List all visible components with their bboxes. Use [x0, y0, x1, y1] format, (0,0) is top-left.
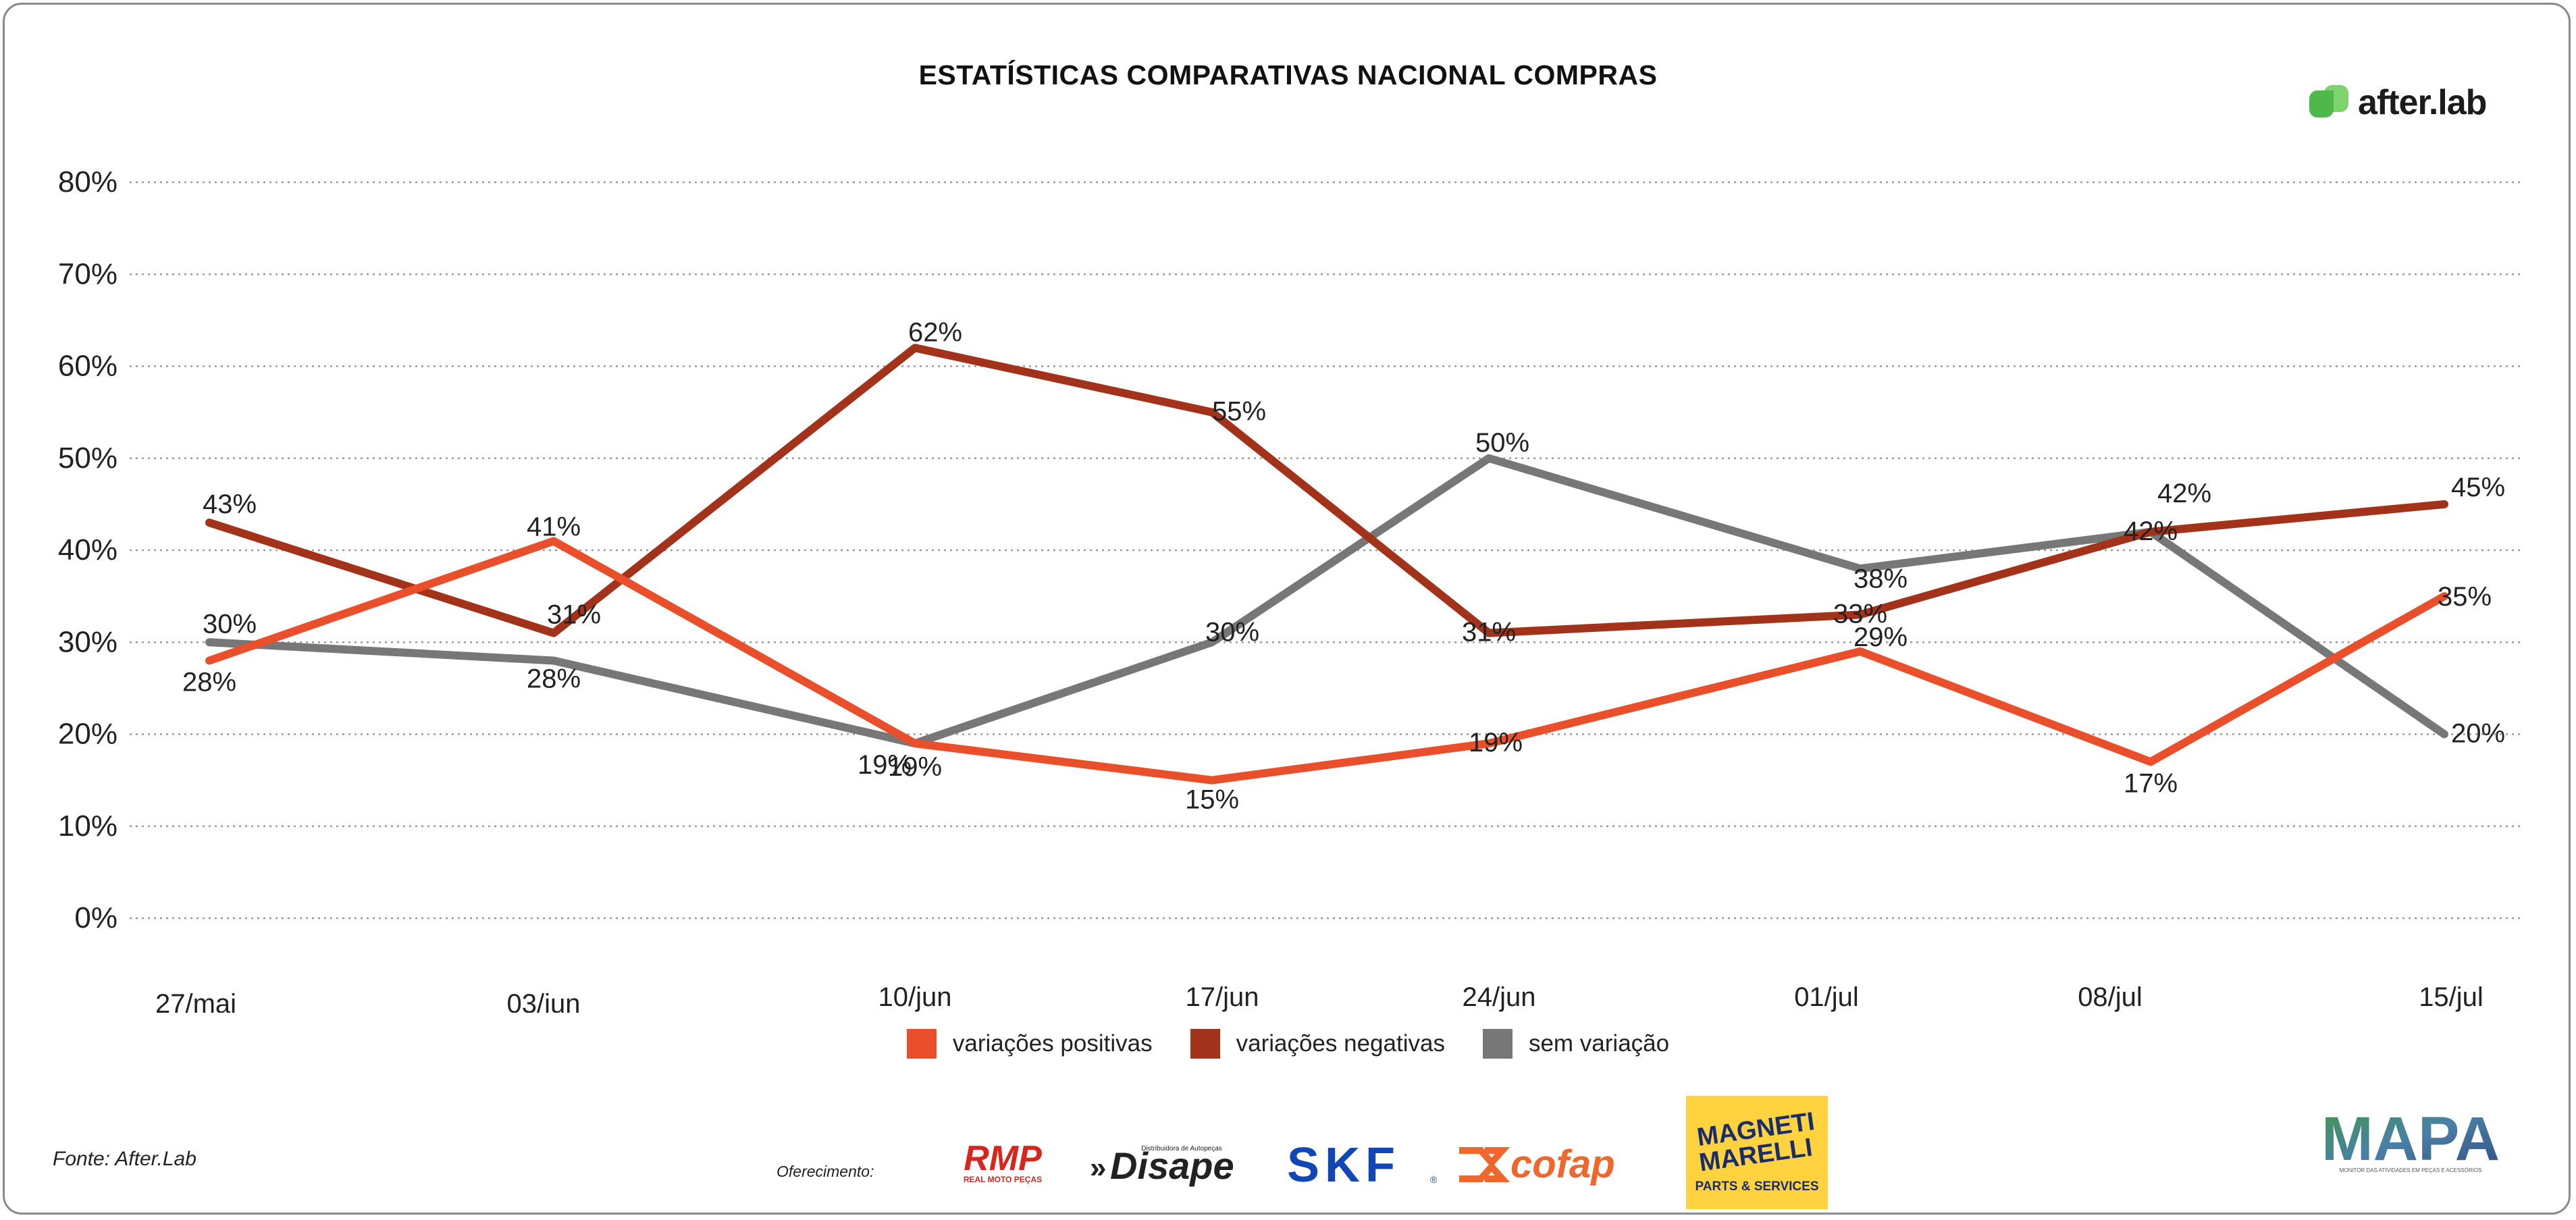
- data-label-positivas: 28%: [182, 668, 236, 697]
- y-tick-label: 50%: [58, 442, 117, 475]
- data-label-negativas: 43%: [203, 489, 257, 519]
- mapa-logo: MAPA MONITOR DAS ATIVIDADES EM PEÇAS E A…: [2321, 1105, 2500, 1182]
- data-label-sem-variacao: 30%: [203, 609, 257, 639]
- x-tick-label: 01/jul: [1794, 982, 1859, 1012]
- series-line-sem-variacao: [205, 454, 2448, 748]
- disape-logo-text: Disape: [1110, 1144, 1234, 1187]
- data-label-sem-variacao: 19%: [858, 750, 912, 780]
- chart-frame: [3, 3, 2571, 1215]
- data-label-sem-variacao: 38%: [1854, 564, 1908, 593]
- x-tick-label: 24/jun: [1463, 982, 1536, 1012]
- y-tick-label: 30%: [58, 625, 117, 658]
- y-tick-label: 10%: [58, 810, 117, 843]
- data-label-sem-variacao: 42%: [2157, 479, 2211, 508]
- afterlab-logo-text: after.lab: [2358, 83, 2487, 122]
- disape-logo-subtext: Distribuidora de Autopeças: [1141, 1145, 1222, 1152]
- cofap-logo-text: cofap: [1510, 1142, 1615, 1186]
- x-tick-label: 17/jun: [1186, 982, 1259, 1012]
- x-tick-label: 10/jun: [878, 982, 952, 1012]
- legend-swatch-positivas: [906, 1029, 937, 1059]
- data-label-positivas: 15%: [1185, 785, 1239, 815]
- legend-swatch-negativas: [1190, 1029, 1220, 1059]
- svg-text:®: ®: [1430, 1174, 1438, 1185]
- x-tick-label: 03/jun: [507, 989, 581, 1013]
- data-label-negativas: 42%: [2124, 516, 2178, 546]
- legend-swatch-sem-variacao: [1482, 1029, 1513, 1059]
- data-label-positivas: 19%: [1469, 728, 1523, 758]
- data-label-negativas: 31%: [547, 600, 601, 630]
- data-label-negativas: 55%: [1212, 397, 1266, 427]
- source-note: Fonte: After.Lab: [53, 1148, 196, 1170]
- data-label-negativas: 31%: [1462, 618, 1516, 647]
- afterlab-mark-icon: [2309, 84, 2352, 122]
- legend-label-positivas: variações positivas: [952, 1030, 1153, 1057]
- magneti-logo-subtext: PARTS & SERVICES: [1695, 1179, 1818, 1194]
- skf-logo: SKF ®: [1263, 1138, 1440, 1192]
- data-label-sem-variacao: 28%: [527, 664, 581, 694]
- cofap-logo: cofap: [1455, 1141, 1658, 1188]
- skf-logo-text: SKF: [1287, 1141, 1400, 1188]
- y-tick-label: 0%: [74, 901, 117, 934]
- line-chart: 0% 10% 20% 30% 40% 50% 60% 70% 80% 27/mai 03/jun 10…: [58, 165, 2522, 1013]
- data-label-sem-variacao: 30%: [1205, 617, 1259, 647]
- legend-item-sem-variacao: sem variação: [1482, 1029, 1670, 1059]
- x-tick-label: 15/jul: [2419, 982, 2483, 1012]
- data-label-negativas: 45%: [2451, 473, 2505, 502]
- data-label-positivas: 17%: [2124, 768, 2178, 798]
- svg-text:»: »: [1090, 1151, 1106, 1184]
- mapa-logo-subtext: MONITOR DAS ATIVIDADES EM PEÇAS E ACESSÓ…: [2340, 1167, 2482, 1173]
- data-label-sem-variacao: 50%: [1475, 428, 1529, 458]
- mapa-logo-text: MAPA: [2323, 1107, 2498, 1173]
- data-label-sem-variacao: 20%: [2451, 719, 2505, 749]
- data-label-negativas: 62%: [908, 317, 962, 347]
- data-label-positivas: 19%: [888, 752, 942, 782]
- series-line-negativas: [205, 344, 2448, 637]
- chart-title: ESTATÍSTICAS COMPARATIVAS NACIONAL COMPR…: [918, 59, 1658, 90]
- data-label-positivas: 41%: [527, 512, 581, 541]
- x-tick-label: 27/mai: [155, 989, 236, 1013]
- series-line-positivas: [205, 537, 2448, 785]
- magneti-marelli-logo: MAGNETI MARELLI PARTS & SERVICES: [1686, 1096, 1828, 1209]
- y-tick-label: 60%: [58, 350, 117, 383]
- legend-item-positivas: variações positivas: [906, 1029, 1153, 1059]
- x-tick-label: 08/jul: [2078, 982, 2143, 1012]
- rmp-logo: RMP REAL MOTO PEÇAS: [942, 1138, 1063, 1186]
- y-tick-label: 70%: [58, 257, 117, 290]
- chart-legend: variações positivas variações negativas …: [0, 1029, 2576, 1059]
- y-tick-label: 20%: [58, 718, 117, 751]
- legend-item-negativas: variações negativas: [1190, 1029, 1445, 1059]
- data-label-negativas: 33%: [1833, 599, 1887, 629]
- afterlab-logo: after.lab: [2309, 82, 2487, 123]
- data-label-positivas: 29%: [1854, 622, 1908, 652]
- y-tick-label: 40%: [58, 533, 117, 566]
- y-tick-label: 80%: [58, 165, 117, 198]
- disape-logo: Distribuidora de Autopeças » Disape: [1087, 1136, 1249, 1190]
- legend-label-negativas: variações negativas: [1236, 1030, 1445, 1057]
- legend-label-sem-variacao: sem variação: [1528, 1030, 1670, 1057]
- rmp-logo-subtext: REAL MOTO PEÇAS: [964, 1175, 1042, 1184]
- rmp-logo-text: RMP: [964, 1139, 1042, 1178]
- data-label-positivas: 35%: [2438, 582, 2492, 612]
- sponsor-label: Oferecimento:: [777, 1163, 874, 1180]
